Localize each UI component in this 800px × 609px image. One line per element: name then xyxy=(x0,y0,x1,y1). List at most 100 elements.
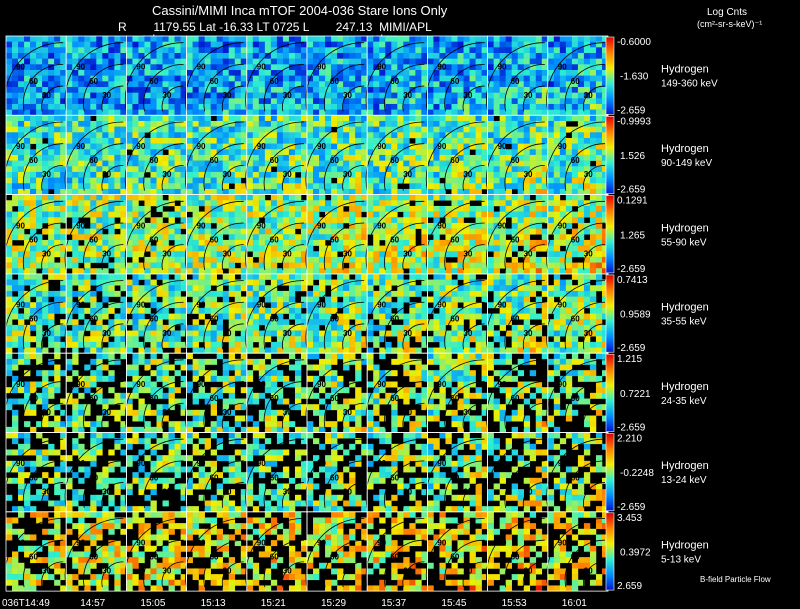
pixel-cell xyxy=(373,171,380,178)
pixel-cell xyxy=(24,183,31,190)
pixel-cell xyxy=(30,52,37,59)
pixel-cell xyxy=(18,86,25,93)
pixel-cell xyxy=(565,211,573,218)
pixel-cell xyxy=(493,36,500,42)
pixel-cell xyxy=(595,194,603,201)
pixel-cell xyxy=(36,200,43,207)
pixel-cell xyxy=(108,75,115,82)
pixel-cell xyxy=(156,205,163,212)
pixel-cell xyxy=(54,336,61,343)
pixel-cell xyxy=(150,262,157,269)
pixel-cell xyxy=(216,279,224,286)
pixel-cell xyxy=(379,81,386,88)
pixel-cell xyxy=(361,273,368,280)
pixel-cell xyxy=(210,92,217,99)
pixel-cell xyxy=(367,200,374,207)
pixel-cell xyxy=(156,69,163,76)
pixel-cell xyxy=(529,228,537,235)
pixel-cell xyxy=(156,251,163,258)
pixel-cell xyxy=(24,222,31,229)
pixel-cell xyxy=(138,64,145,71)
pixel-cell xyxy=(571,251,579,258)
pixel-cell xyxy=(18,120,25,127)
pixel-cell xyxy=(505,149,512,156)
pixel-cell xyxy=(529,75,537,82)
pixel-cell xyxy=(325,126,332,133)
pixel-cell xyxy=(264,336,272,343)
pixel-cell xyxy=(90,132,97,139)
pixel-cell xyxy=(294,245,302,252)
pixel-cell xyxy=(90,228,97,235)
pixel-cell xyxy=(240,268,248,275)
pixel-cell xyxy=(517,188,525,195)
pixel-cell xyxy=(258,222,266,229)
pixel-cell xyxy=(288,313,296,320)
pixel-cell xyxy=(300,217,308,224)
pixel-cell xyxy=(511,98,518,105)
pixel-cell xyxy=(583,86,591,93)
pixel-cell xyxy=(433,81,440,88)
pixel-cell xyxy=(120,256,127,263)
pixel-cell xyxy=(132,330,139,337)
pixel-cell xyxy=(493,149,500,156)
pixel-cell xyxy=(457,262,464,269)
pixel-cell xyxy=(174,149,181,156)
pixel-cell xyxy=(258,98,266,105)
pixel-cell xyxy=(216,341,224,348)
pixel-cell xyxy=(36,341,43,348)
pixel-cell xyxy=(186,188,193,195)
pixel-cell xyxy=(216,149,224,156)
pixel-cell xyxy=(48,171,55,178)
pixel-cell xyxy=(553,126,561,133)
pixel-cell xyxy=(66,166,73,173)
pixel-cell xyxy=(505,245,512,252)
pixel-cell xyxy=(373,41,380,48)
pixel-cell xyxy=(126,268,133,275)
pixel-cell xyxy=(367,98,374,105)
pixel-cell xyxy=(601,228,609,235)
pixel-cell xyxy=(559,205,567,212)
pixel-cell xyxy=(192,228,199,235)
pixel-cell xyxy=(180,217,187,224)
pixel-cell xyxy=(475,239,482,246)
pixel-cell xyxy=(72,194,79,201)
pixel-cell xyxy=(210,52,217,59)
pixel-cell xyxy=(457,103,464,110)
pixel-cell xyxy=(601,183,609,190)
pixel-cell xyxy=(270,183,278,190)
pixel-cell xyxy=(343,302,350,309)
pixel-cell xyxy=(240,313,248,320)
pixel-cell xyxy=(355,302,362,309)
pixel-cell xyxy=(517,47,525,54)
pixel-cell xyxy=(234,166,242,173)
pixel-cell xyxy=(577,239,585,246)
pixel-cell xyxy=(421,154,428,161)
pixel-cell xyxy=(294,256,302,263)
pixel-cell xyxy=(379,211,386,218)
contour-line xyxy=(444,143,485,191)
pixel-cell xyxy=(138,205,145,212)
pixel-cell xyxy=(553,228,561,235)
pixel-cell xyxy=(138,222,145,229)
pixel-cell xyxy=(234,239,242,246)
pixel-cell xyxy=(252,171,260,178)
pixel-cell xyxy=(343,183,350,190)
pixel-cell xyxy=(234,154,242,161)
pixel-cell xyxy=(174,205,181,212)
pixel-cell xyxy=(102,194,109,201)
pixel-cell xyxy=(246,211,254,218)
pixel-cell xyxy=(60,324,67,331)
pixel-cell xyxy=(331,183,338,190)
pixel-cell xyxy=(300,64,308,71)
pixel-cell xyxy=(36,330,43,337)
pixel-cell xyxy=(517,36,525,42)
pixel-cell xyxy=(18,160,25,167)
pixel-cell xyxy=(24,154,31,161)
pixel-cell xyxy=(180,307,187,314)
pixel-cell xyxy=(288,69,296,76)
pixel-cell xyxy=(276,103,284,110)
pixel-cell xyxy=(463,245,470,252)
pixel-cell xyxy=(337,58,344,65)
contour-label: 60 xyxy=(571,156,580,165)
